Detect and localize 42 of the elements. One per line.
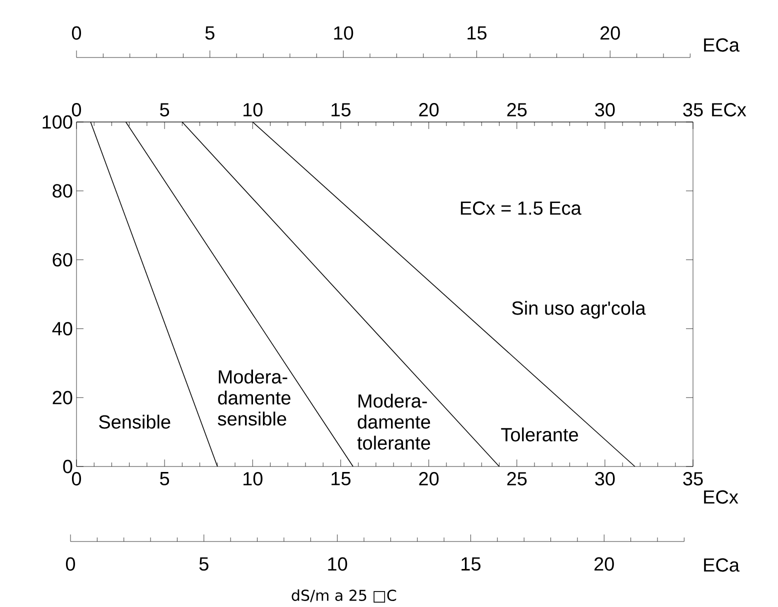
text: dS/m a 25 □C xyxy=(292,589,396,603)
annotation: Sin uso agr'cola xyxy=(512,300,646,319)
annotation: Tolerante xyxy=(501,427,578,442)
annotation: Modera-damente sensible xyxy=(218,370,290,426)
annotation: Sensible xyxy=(99,414,170,429)
x-axis-title: ECx xyxy=(704,490,738,504)
text: 5 xyxy=(205,26,214,40)
x-tick-label: 35 xyxy=(683,472,703,486)
x2-tick-label: 0 xyxy=(72,103,82,116)
x-tick-label: 30 xyxy=(595,472,615,486)
text: 20 xyxy=(594,557,614,571)
text: ECa xyxy=(704,558,740,572)
text: 10 xyxy=(328,557,348,571)
x2-tick-label: 35 xyxy=(683,103,703,116)
x-tick-label: 0 xyxy=(72,472,82,486)
x2-tick-label: 15 xyxy=(332,103,350,116)
annotation: ECx = 1.5 Eca xyxy=(460,201,582,215)
x-tick-label: 20 xyxy=(419,472,439,486)
y-tick-label: 60 xyxy=(52,253,72,267)
text: ECa xyxy=(704,38,740,52)
y-tick-label: 20 xyxy=(52,390,72,404)
y-tick-label: 100 xyxy=(42,115,72,129)
y-tick-label: 80 xyxy=(52,184,72,198)
x2-axis-title: ECx xyxy=(712,103,746,116)
y-tick-label: 40 xyxy=(52,322,72,336)
text: 20 xyxy=(600,26,620,40)
x-tick-label: 25 xyxy=(507,472,527,486)
x2-tick-label: 10 xyxy=(244,103,262,116)
x-tick-label: 10 xyxy=(244,472,262,486)
x2-tick-label: 30 xyxy=(595,103,615,116)
text: 0 xyxy=(72,26,82,40)
text: 5 xyxy=(199,557,208,571)
y-tick-label: 0 xyxy=(63,460,72,474)
annotation: Modera-damente tolerante xyxy=(357,394,430,450)
x2-tick-label: 25 xyxy=(507,103,527,116)
text: 10 xyxy=(334,26,354,40)
x2-tick-label: 5 xyxy=(160,103,170,116)
text: 15 xyxy=(462,557,480,571)
text: 15 xyxy=(468,26,486,40)
x-tick-label: 15 xyxy=(332,472,350,486)
x-tick-label: 5 xyxy=(160,472,170,486)
x2-tick-label: 20 xyxy=(419,103,439,116)
